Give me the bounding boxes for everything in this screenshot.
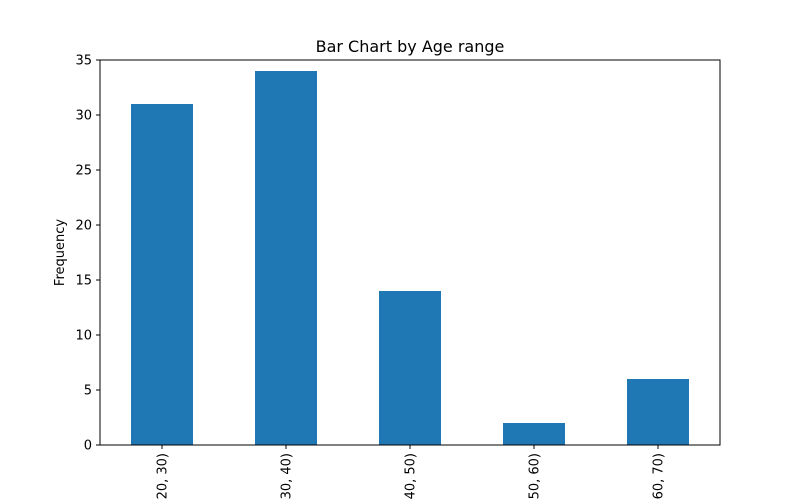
bar [627, 379, 689, 445]
bar [379, 291, 441, 445]
y-tick-label: 10 [75, 329, 92, 344]
y-tick-label: 30 [75, 109, 92, 124]
x-tick-label: [30, 40) [280, 453, 295, 500]
x-tick-label: [50, 60) [528, 453, 543, 500]
y-tick-label: 5 [84, 384, 92, 399]
bar [131, 104, 193, 445]
bar [255, 71, 317, 445]
y-tick-label: 15 [75, 274, 92, 289]
y-tick-label: 20 [75, 219, 92, 234]
y-tick-label: 0 [84, 439, 92, 454]
x-tick-label: [20, 30) [156, 453, 171, 500]
x-tick-label: [40, 50) [404, 453, 419, 500]
plot-area: 0 5 10 15 20 25 30 35 [20, 30) [30, 40) [40, 50) [5… [75, 54, 721, 500]
y-axis-label: Frequency [53, 219, 68, 286]
y-tick-label: 35 [75, 54, 92, 69]
y-tick-label: 25 [75, 164, 92, 179]
x-tick-label: [60, 70) [652, 453, 667, 500]
bar [503, 423, 565, 445]
chart-title: Bar Chart by Age range [316, 37, 505, 56]
